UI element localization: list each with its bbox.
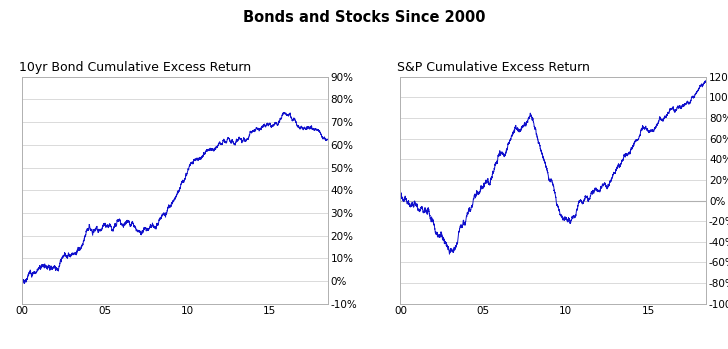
Text: 10yr Bond Cumulative Excess Return: 10yr Bond Cumulative Excess Return <box>19 61 251 74</box>
Text: Bonds and Stocks Since 2000: Bonds and Stocks Since 2000 <box>242 10 486 25</box>
Text: S&P Cumulative Excess Return: S&P Cumulative Excess Return <box>397 61 590 74</box>
